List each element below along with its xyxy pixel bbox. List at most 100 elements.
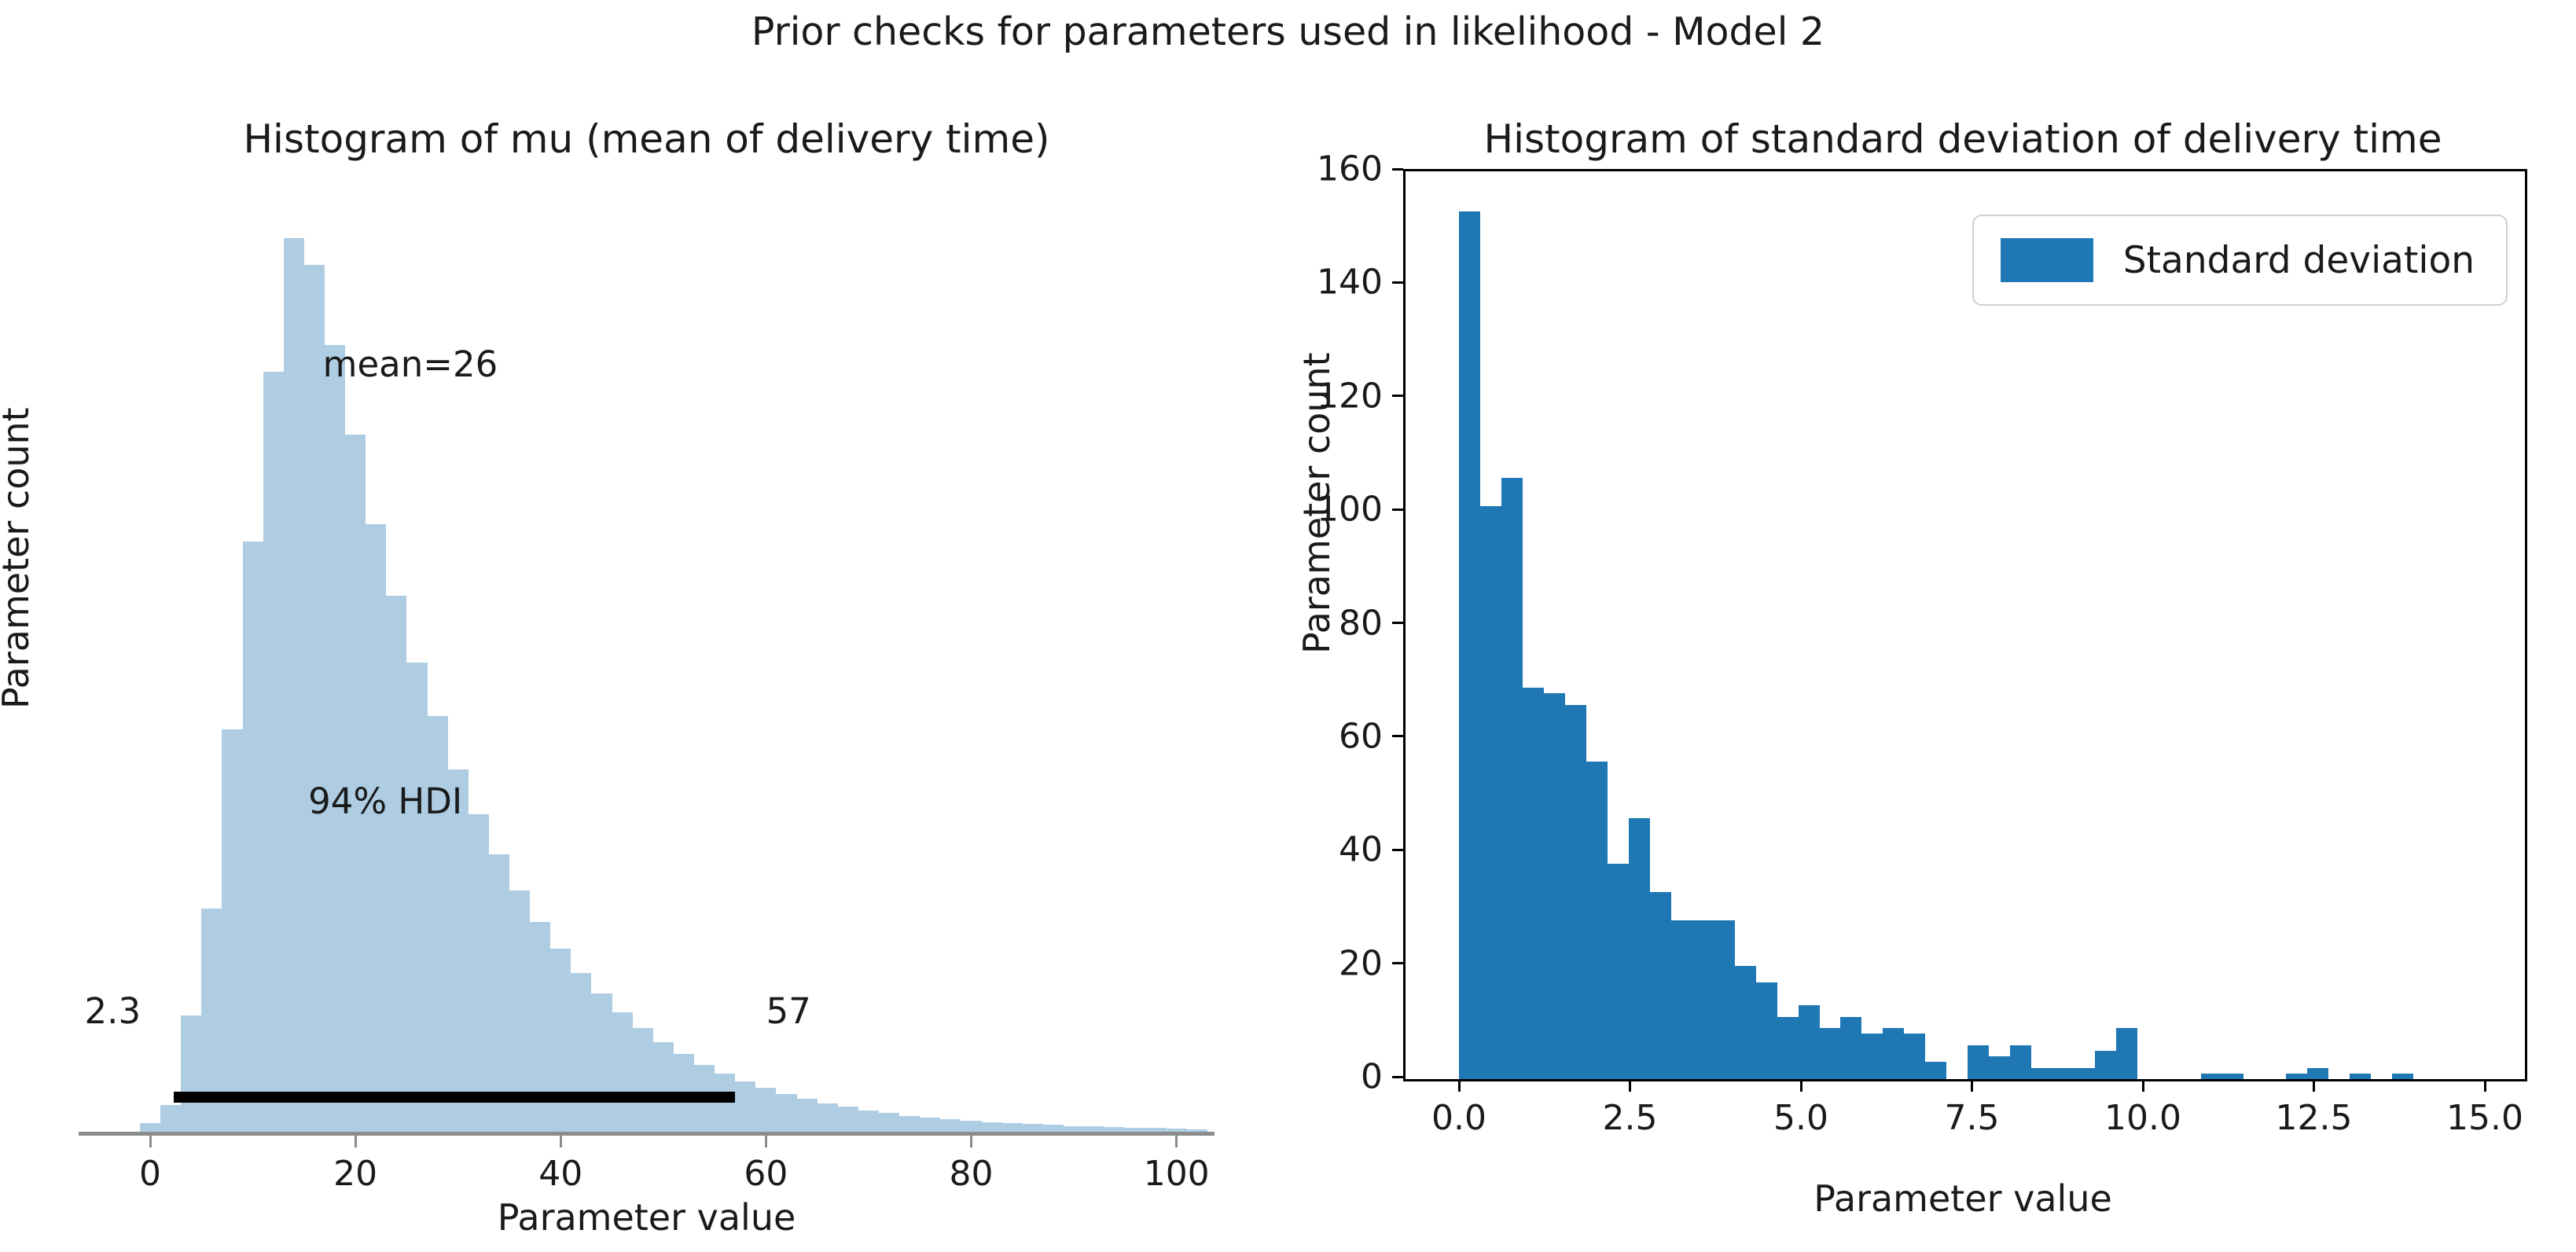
- hdi-interval-line: [174, 1091, 736, 1103]
- left-histogram-bars: [79, 220, 1215, 1132]
- hdi-lower-value: 2.3: [84, 990, 141, 1033]
- histogram-bar: [1713, 920, 1735, 1079]
- histogram-bar: [1861, 1034, 1883, 1079]
- y-tick-label: 160: [1317, 149, 1383, 189]
- histogram-bar: [488, 854, 509, 1132]
- histogram-bar: [366, 523, 387, 1132]
- histogram-bar: [386, 595, 407, 1132]
- histogram-bar: [1755, 982, 1777, 1079]
- x-tick-mark: [1175, 1135, 1178, 1147]
- legend: Standard deviation: [1972, 215, 2508, 306]
- left-y-axis-label: Parameter count: [0, 407, 37, 709]
- hdi-label: 94% HDI: [308, 780, 463, 823]
- x-tick-label: 15.0: [2446, 1098, 2523, 1138]
- histogram-bar: [1734, 965, 1756, 1079]
- histogram-bar: [1166, 1129, 1187, 1132]
- histogram-bar: [2095, 1050, 2117, 1079]
- histogram-bar: [1543, 693, 1565, 1079]
- x-tick-label: 60: [744, 1154, 788, 1194]
- histogram-bar: [1607, 863, 1629, 1079]
- histogram-bar: [2010, 1045, 2032, 1079]
- histogram-bar: [632, 1028, 653, 1132]
- histogram-bar: [612, 1012, 633, 1132]
- y-tick-mark: [1392, 395, 1403, 398]
- right-histogram-bars: [1406, 171, 2525, 1079]
- histogram-bar: [2074, 1067, 2096, 1079]
- histogram-bar: [1670, 920, 1692, 1079]
- legend-color-swatch: [2000, 238, 2093, 282]
- histogram-bar: [1001, 1123, 1023, 1132]
- histogram-bar: [427, 716, 448, 1132]
- histogram-bar: [509, 890, 531, 1132]
- x-tick-mark: [149, 1135, 152, 1147]
- y-tick-label: 20: [1339, 943, 1383, 984]
- histogram-bar: [1522, 687, 1544, 1079]
- x-tick-mark: [1971, 1079, 1974, 1092]
- histogram-bar: [2116, 1028, 2138, 1079]
- histogram-bar: [1925, 1062, 1947, 1079]
- hdi-upper-value: 57: [766, 990, 811, 1033]
- histogram-bar: [324, 345, 346, 1132]
- x-tick-label: 20: [333, 1154, 378, 1194]
- histogram-bar: [1819, 1028, 1841, 1079]
- x-tick-mark: [2141, 1079, 2144, 1092]
- x-tick-label: 100: [1143, 1154, 1210, 1194]
- x-tick-mark: [354, 1135, 357, 1147]
- histogram-bar: [2391, 1073, 2413, 1079]
- y-tick-label: 140: [1317, 262, 1383, 303]
- x-tick-label: 12.5: [2275, 1098, 2353, 1138]
- y-tick-label: 80: [1339, 603, 1383, 643]
- x-tick-mark: [1799, 1079, 1802, 1092]
- histogram-bar: [1968, 1045, 1990, 1079]
- histogram-bar: [591, 993, 612, 1132]
- mean-annotation: mean=26: [322, 343, 498, 385]
- histogram-bar: [1125, 1127, 1146, 1132]
- right-x-axis-label: Parameter value: [1813, 1177, 2112, 1220]
- histogram-bar: [139, 1122, 161, 1132]
- y-tick-mark: [1392, 167, 1403, 171]
- histogram-bar: [181, 1015, 202, 1132]
- histogram-bar: [222, 729, 243, 1132]
- histogram-bar: [2052, 1067, 2074, 1079]
- y-tick-mark: [1392, 962, 1403, 965]
- x-tick-label: 2.5: [1602, 1098, 1658, 1138]
- histogram-bar: [1104, 1127, 1126, 1132]
- histogram-bar: [1904, 1034, 1926, 1079]
- histogram-bar: [1649, 891, 1671, 1079]
- histogram-bar: [406, 662, 428, 1132]
- y-tick-mark: [1392, 848, 1403, 851]
- y-tick-mark: [1392, 1075, 1403, 1078]
- histogram-bar: [1564, 704, 1586, 1079]
- histogram-bar: [1186, 1129, 1207, 1132]
- histogram-bar: [981, 1122, 1002, 1132]
- histogram-bar: [2221, 1073, 2243, 1079]
- histogram-bar: [1501, 477, 1523, 1079]
- y-tick-label: 40: [1339, 829, 1383, 870]
- left-x-axis-label: Parameter value: [497, 1196, 796, 1239]
- y-tick-mark: [1392, 281, 1403, 284]
- histogram-bar: [1798, 1005, 1820, 1079]
- y-tick-label: 0: [1361, 1056, 1383, 1097]
- histogram-bar: [1628, 817, 1650, 1079]
- histogram-bar: [776, 1094, 797, 1132]
- histogram-bar: [899, 1115, 921, 1132]
- histogram-bar: [735, 1081, 756, 1132]
- y-tick-mark: [1392, 735, 1403, 738]
- right-plot-title: Histogram of standard deviation of deliv…: [1483, 116, 2442, 162]
- histogram-bar: [550, 948, 571, 1132]
- histogram-bar: [447, 769, 469, 1132]
- histogram-bar: [242, 542, 263, 1132]
- histogram-bar: [1022, 1124, 1043, 1132]
- histogram-bar: [263, 372, 284, 1132]
- histogram-bar: [755, 1088, 777, 1132]
- histogram-bar: [1084, 1126, 1105, 1132]
- histogram-bar: [1777, 1016, 1799, 1079]
- legend-label: Standard deviation: [2122, 238, 2475, 282]
- histogram-bar: [961, 1121, 982, 1132]
- histogram-bar: [715, 1074, 736, 1132]
- histogram-bar: [160, 1104, 182, 1132]
- x-tick-label: 0.0: [1431, 1098, 1487, 1138]
- histogram-bar: [1692, 920, 1714, 1079]
- y-tick-label: 100: [1317, 489, 1383, 530]
